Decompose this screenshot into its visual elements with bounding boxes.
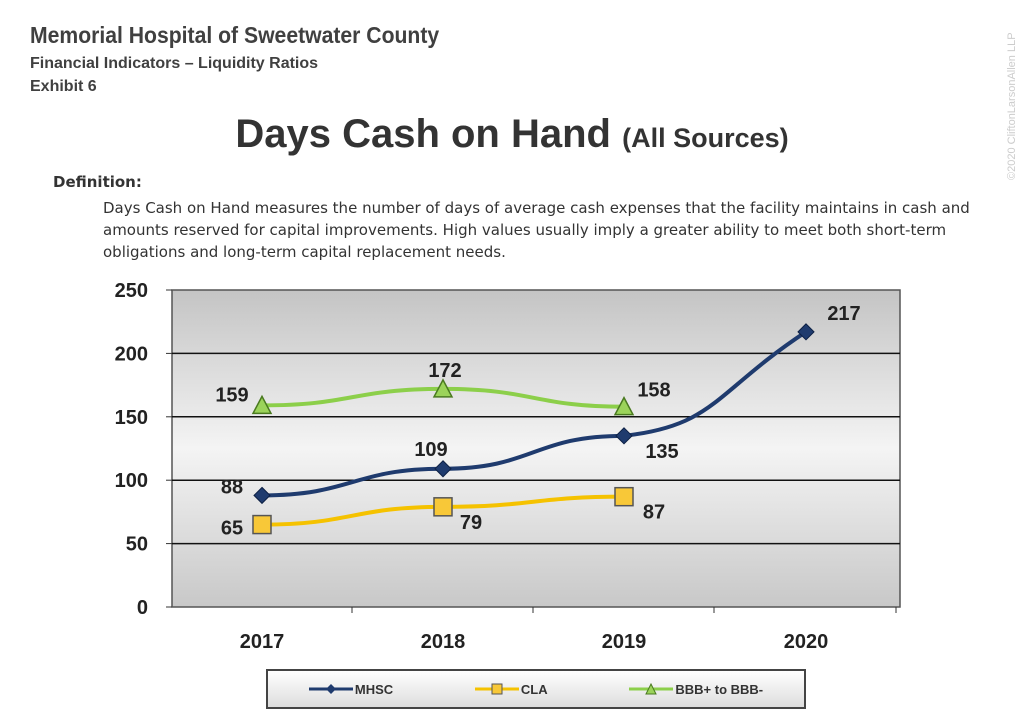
data-point-diamond <box>797 323 815 341</box>
data-point-square <box>252 514 272 535</box>
data-label: 135 <box>645 441 678 463</box>
x-tick-label: 2020 <box>784 631 829 653</box>
legend-label: CLA <box>520 681 548 697</box>
legend-item-bbb: BBB+ to BBB- <box>629 682 763 697</box>
legend: MHSC CLA BBB+ to BBB- <box>266 669 806 709</box>
report-subtitle: Financial Indicators – Liquidity Ratios <box>30 55 319 72</box>
x-tick-label: 2019 <box>602 631 647 653</box>
definition-text: Days Cash on Hand measures the number of… <box>103 199 970 261</box>
diamond-marker-icon <box>308 684 353 694</box>
triangle-marker-icon <box>629 683 674 695</box>
org-name: Memorial Hospital of Sweetwater County <box>30 22 440 48</box>
series-line-mhsc <box>261 330 808 498</box>
data-point-diamond <box>434 460 452 478</box>
data-point-diamond <box>615 427 633 445</box>
y-tick-label: 200 <box>115 343 148 365</box>
plot-area <box>171 289 901 608</box>
data-label: 158 <box>637 380 670 402</box>
definition-label: Definition: <box>53 173 142 191</box>
legend-label: MHSC <box>354 681 394 697</box>
chart-title-suffix: (All Sources) <box>622 123 789 153</box>
y-tick-label: 50 <box>126 534 148 556</box>
legend-item-mhsc: MHSC <box>308 681 394 697</box>
data-label: 79 <box>460 512 482 534</box>
data-point-triangle <box>432 378 454 398</box>
data-label: 109 <box>414 439 447 461</box>
legend-label: BBB+ to BBB- <box>675 681 764 697</box>
data-point-triangle <box>251 394 273 415</box>
data-label: 172 <box>428 360 461 382</box>
y-tick-label: 0 <box>137 597 148 619</box>
data-label: 217 <box>827 303 860 325</box>
data-point-triangle <box>613 396 635 416</box>
data-label: 87 <box>643 502 665 524</box>
chart-title-main: Days Cash on Hand <box>235 112 611 156</box>
x-tick-label: 2017 <box>240 631 285 653</box>
exhibit-label: Exhibit 6 <box>30 78 97 95</box>
data-point-square <box>433 497 453 517</box>
y-tick-label: 250 <box>115 280 148 302</box>
data-point-diamond <box>253 486 271 505</box>
legend-item-cla: CLA <box>474 681 548 697</box>
y-tick-label: 150 <box>115 407 148 429</box>
data-label: 65 <box>221 518 243 540</box>
square-marker-icon <box>474 683 519 695</box>
data-point-square <box>614 486 634 507</box>
chart-title: Days Cash on Hand (All Sources) <box>0 112 1024 157</box>
x-tick-label: 2018 <box>421 631 466 653</box>
data-label: 88 <box>221 476 243 498</box>
y-tick-label: 100 <box>115 470 148 492</box>
data-label: 159 <box>215 384 248 406</box>
